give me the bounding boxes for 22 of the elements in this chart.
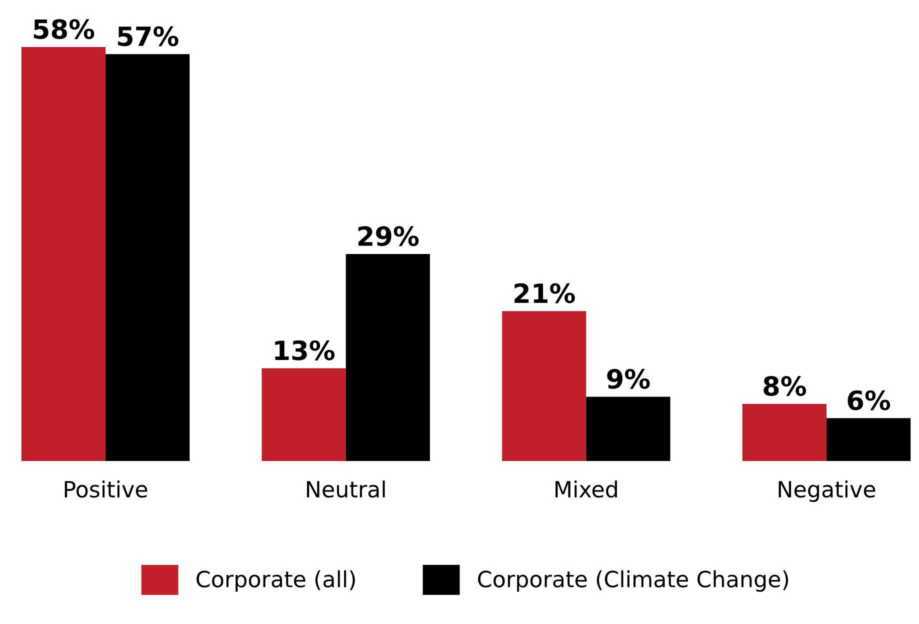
data-label: 29% [358, 226, 419, 246]
x-tick-label: Negative [778, 480, 876, 502]
legend-label: Corporate (all) [196, 570, 355, 592]
data-label: 57% [118, 26, 178, 46]
data-label: 13% [275, 340, 335, 360]
data-label: 21% [514, 283, 575, 304]
bar [106, 54, 190, 461]
data-label: 6% [848, 390, 890, 410]
legend-label: Corporate (Climate Change) [478, 570, 788, 592]
x-tick-label: Neutral [307, 480, 385, 498]
x-tick-label: Mixed [556, 480, 617, 498]
data-label: 58% [34, 19, 94, 40]
bar [262, 368, 346, 461]
bar [826, 418, 911, 461]
data-label: 8% [764, 376, 806, 396]
bar [742, 404, 826, 461]
x-tick-label: Positive [64, 480, 148, 498]
bar [346, 254, 430, 461]
data-label: 9% [607, 368, 650, 389]
bar [502, 311, 586, 461]
bar [586, 396, 670, 461]
bar [21, 47, 106, 461]
